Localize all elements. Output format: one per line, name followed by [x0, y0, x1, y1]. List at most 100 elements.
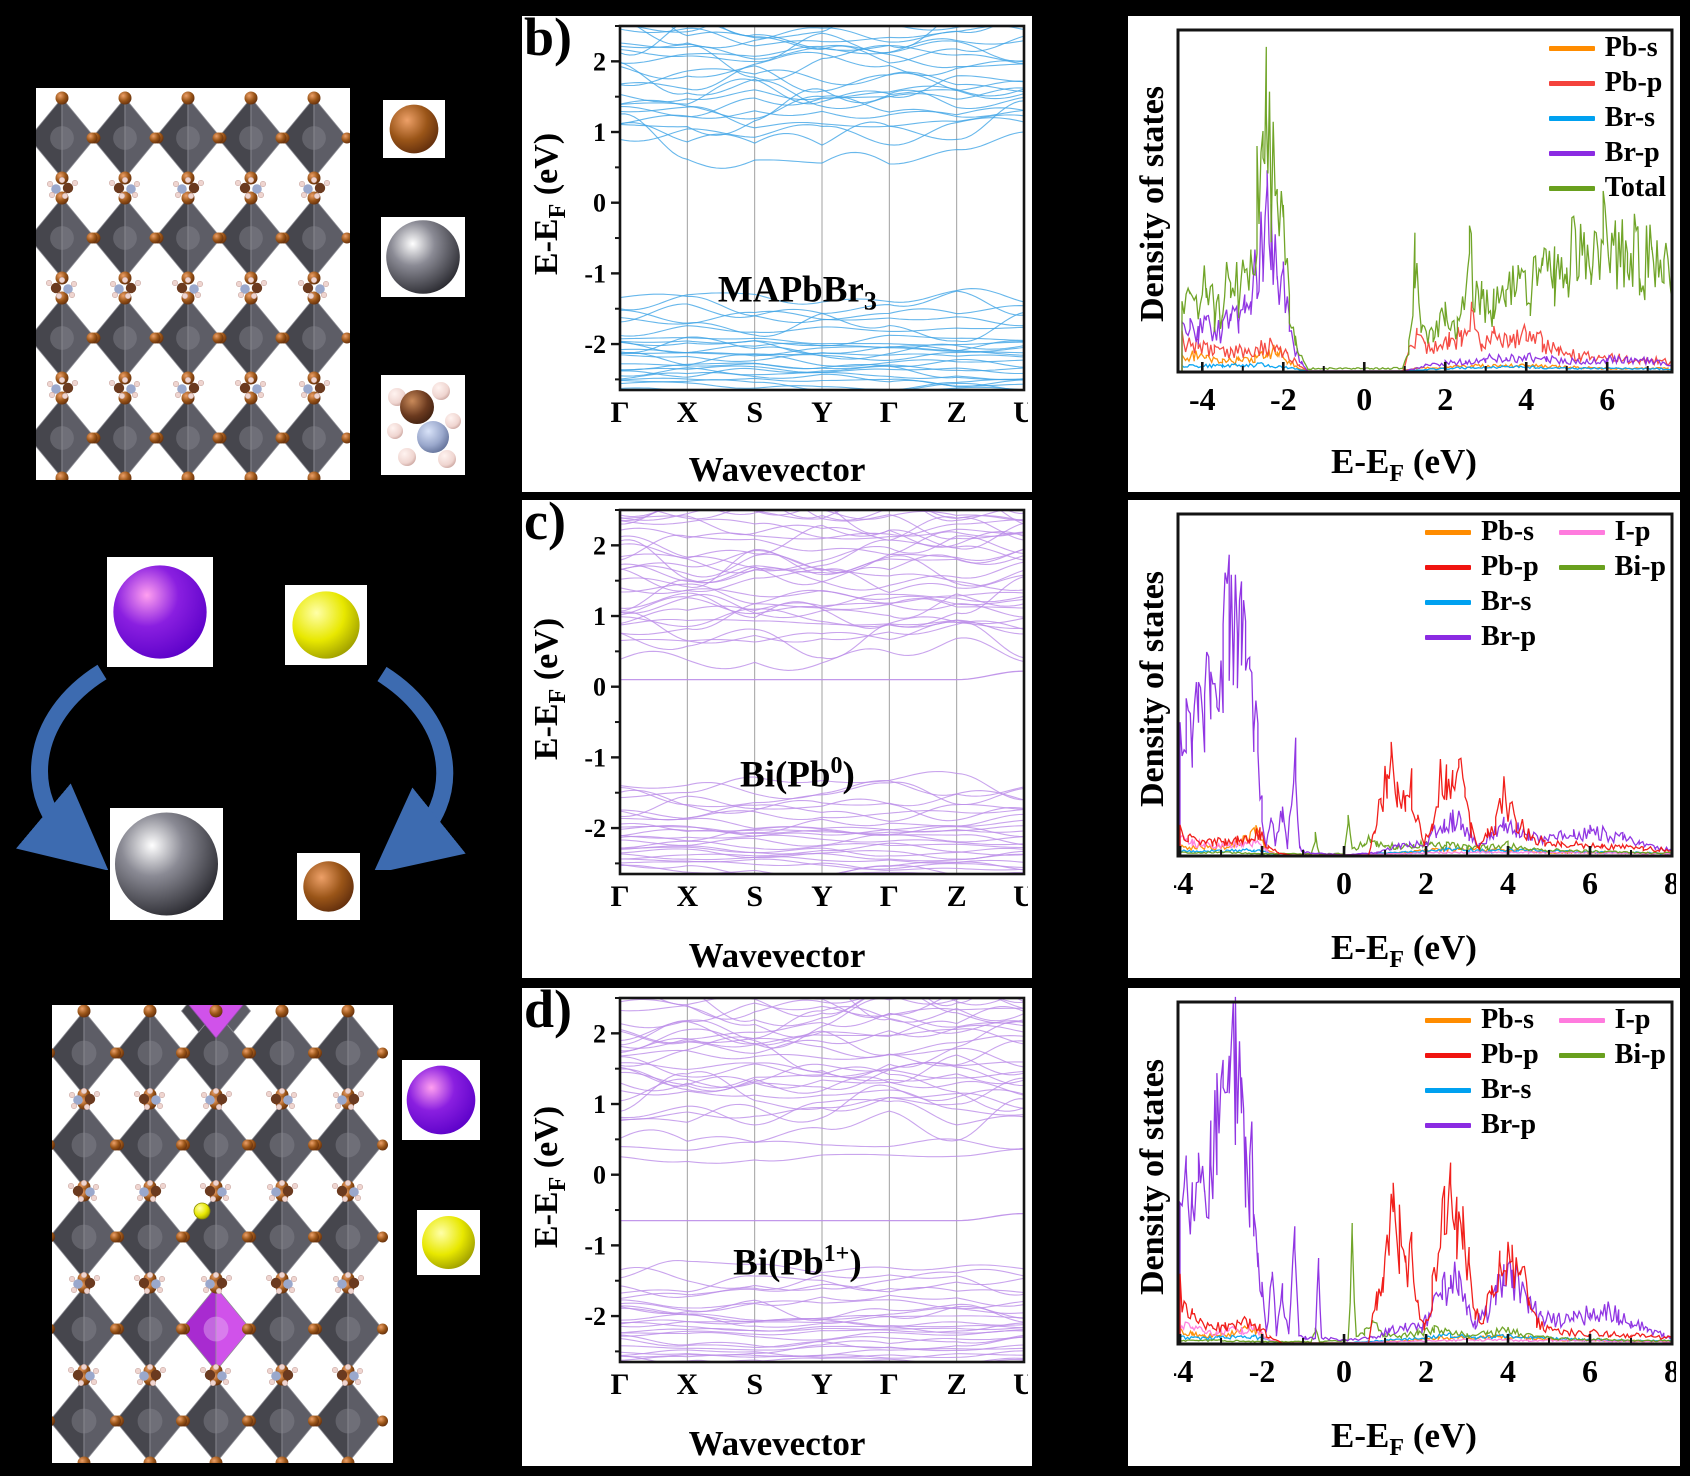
svg-text:-1: -1 [584, 743, 606, 772]
legend-item-pb-p: Pb-p [1548, 67, 1666, 98]
purple-atom-legend [402, 1060, 480, 1140]
legend-label: Br-p [1481, 621, 1537, 652]
legend-line-swatch [1548, 45, 1595, 51]
svg-text:Γ: Γ [610, 1368, 629, 1401]
svg-text:2: 2 [1437, 381, 1453, 417]
svg-text:1: 1 [593, 1090, 606, 1119]
svg-text:U: U [1013, 396, 1028, 429]
svg-text:4: 4 [1500, 865, 1516, 901]
legend-line-swatch [1548, 185, 1595, 191]
svg-text:-2: -2 [584, 330, 606, 359]
legend-line-swatch [1558, 529, 1605, 535]
gray-atom-box [110, 808, 223, 920]
legend-item-total: Total [1548, 172, 1666, 203]
panel-letter-d: d) [524, 979, 573, 1039]
svg-text:-4: -4 [1189, 381, 1216, 417]
svg-text:8: 8 [1664, 1353, 1676, 1389]
plot-annotation: Bi(Pb1+) [733, 1241, 862, 1284]
svg-text:0: 0 [593, 1161, 606, 1190]
legend-line-swatch [1425, 529, 1472, 535]
svg-text:8: 8 [1664, 865, 1676, 901]
legend-line-swatch [1425, 634, 1472, 640]
svg-text:2: 2 [593, 47, 606, 76]
band-structure-plot: -2 -1 0 1 2 Γ X S Y Γ Z U [584, 508, 1028, 913]
gray-atom-legend [381, 217, 465, 297]
svg-text:Y: Y [811, 1368, 833, 1401]
svg-text:Γ: Γ [880, 396, 899, 429]
yellow-atom-legend [417, 1210, 480, 1275]
svg-text:S: S [746, 1368, 763, 1401]
legend-item-i-p: I-p [1558, 1006, 1666, 1034]
dos-legend: Pb-s Pb-p Br-s Br-p I-p Bi-p [1425, 1006, 1666, 1139]
svg-text:-2: -2 [584, 814, 606, 843]
doped-perovskite-lattice-drawing [44, 953, 388, 1470]
svg-text:Z: Z [947, 1368, 967, 1401]
svg-text:-2: -2 [1270, 381, 1297, 417]
legend-label: Total [1604, 172, 1666, 203]
svg-text:6: 6 [1599, 381, 1615, 417]
svg-text:Y: Y [811, 396, 833, 429]
molecule-legend [381, 375, 465, 475]
legend-line-swatch [1558, 564, 1605, 570]
dos-panel-c: Density of states -4 -2 0 2 4 6 8 Pb-s Pb-p Br-s… [1128, 500, 1680, 978]
legend-line-swatch [1425, 599, 1472, 605]
svg-text:Γ: Γ [610, 396, 629, 429]
legend-line-swatch [1425, 1087, 1472, 1093]
svg-text:X: X [676, 880, 698, 913]
svg-text:Z: Z [947, 880, 967, 913]
pristine-structure-image [23, 88, 353, 485]
svg-text:Y: Y [811, 880, 833, 913]
legend-item-br-s: Br-s [1425, 1076, 1539, 1104]
x-axis-label: E-EF (eV) [1331, 1416, 1477, 1461]
svg-text:0: 0 [593, 673, 606, 702]
legend-item-pb-s: Pb-s [1425, 518, 1539, 546]
legend-column: Pb-s Pb-p Br-s Br-p Total [1548, 32, 1666, 203]
svg-text:0: 0 [1336, 865, 1352, 901]
svg-text:2: 2 [593, 1019, 606, 1048]
legend-item-br-p: Br-p [1425, 623, 1539, 651]
legend-label: Pb-s [1604, 32, 1658, 63]
legend-item-br-s: Br-s [1548, 104, 1666, 132]
substitution-arrows [16, 664, 466, 870]
legend-label: Pb-p [1481, 1039, 1539, 1070]
svg-text:-1: -1 [584, 1231, 606, 1260]
svg-text:-1: -1 [584, 259, 606, 288]
plot-annotation: Bi(Pb0) [740, 753, 855, 796]
svg-text:Γ: Γ [610, 880, 629, 913]
legend-line-swatch [1548, 80, 1595, 86]
dos-plot: -4 -2 0 2 4 6 8 [1174, 512, 1676, 901]
legend-item-br-p: Br-p [1548, 139, 1666, 167]
svg-text:-4: -4 [1174, 865, 1193, 901]
svg-text:0: 0 [1356, 381, 1372, 417]
brown-atom-box [297, 853, 360, 920]
svg-text:Z: Z [947, 396, 967, 429]
panel-letter-c: c) [524, 491, 566, 551]
svg-text:-2: -2 [1249, 865, 1276, 901]
svg-text:6: 6 [1582, 1353, 1598, 1389]
legend-label: Pb-p [1604, 67, 1663, 98]
y-axis-label: Density of states [1134, 571, 1171, 808]
purple-atom-box [107, 557, 213, 667]
legend-label: Pb-s [1481, 516, 1534, 547]
legend-item-br-s: Br-s [1425, 588, 1539, 616]
legend-column: I-p Bi-p [1558, 1006, 1666, 1139]
dos-plot: -4 -2 0 2 4 6 8 [1174, 996, 1676, 1389]
svg-text:1: 1 [593, 602, 606, 631]
svg-text:S: S [746, 880, 763, 913]
legend-line-swatch [1558, 1052, 1605, 1058]
svg-text:S: S [746, 396, 763, 429]
band-structure-panel-d: d) E-EF (eV) -2 -1 0 1 2 Γ X S Y Γ Z U Bi(Pb1+) Wav… [522, 979, 1032, 1466]
svg-text:U: U [1013, 1368, 1028, 1401]
svg-text:-2: -2 [584, 1302, 606, 1331]
dos-plot: -4 -2 0 2 4 6 [1176, 28, 1674, 417]
legend-label: I-p [1614, 516, 1651, 547]
doped-structure-image [44, 953, 393, 1470]
svg-text:X: X [676, 1368, 698, 1401]
legend-item-pb-s: Pb-s [1548, 32, 1666, 63]
legend-label: Br-s [1481, 1074, 1532, 1105]
plot-annotation: MAPbBr3 [717, 269, 877, 316]
legend-line-swatch [1558, 1017, 1605, 1023]
band-structure-panel-c: c) E-EF (eV) -2 -1 0 1 2 Γ X S Y Γ Z U Bi(Pb0) Wave… [522, 491, 1032, 978]
x-axis-label: Wavevector [688, 1424, 866, 1463]
